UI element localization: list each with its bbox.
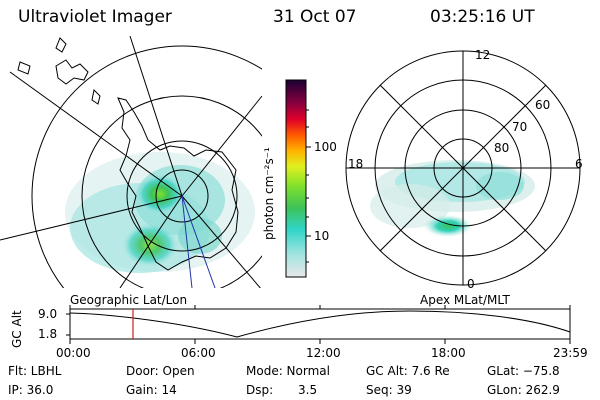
dsp-label: Dsp:	[246, 383, 274, 397]
apex-caption: Apex MLat/MLT	[420, 293, 510, 307]
mode-info: Mode: Normal	[246, 364, 330, 378]
colorbar-tick-100: 100	[314, 140, 337, 154]
colorbar-unit-label: photon cm⁻²s⁻¹	[262, 147, 276, 240]
timeline-xtick-0000: 00:00	[56, 346, 91, 360]
mlat-label-70: 70	[512, 120, 528, 134]
timeline-xtick-1200: 12:00	[306, 346, 341, 360]
geographic-caption: Geographic Lat/Lon	[70, 293, 188, 307]
mlt-label-18: 18	[348, 157, 364, 171]
timeline-xtick-2359: 23:59	[553, 346, 588, 360]
mlt-label-0: 0	[467, 277, 475, 291]
seq-info: Seq: 39	[366, 383, 412, 397]
gain-info: Gain: 14	[126, 383, 177, 397]
timeline-xtick-1800: 18:00	[431, 346, 466, 360]
orbit-timeline	[66, 305, 571, 344]
image-time: 03:25:16 UT	[430, 7, 535, 27]
timeline-y-label: GC Alt	[10, 310, 24, 348]
mlat-label-80: 80	[494, 141, 510, 155]
colorbar	[285, 79, 311, 278]
instrument-title: Ultraviolet Imager	[18, 7, 172, 27]
dsp-value: 3.5	[298, 383, 318, 397]
door-info: Door: Open	[126, 364, 195, 378]
timeline-ytick-1-8: 1.8	[38, 327, 58, 341]
polar-map	[345, 50, 581, 286]
mlt-label-6: 6	[575, 157, 583, 171]
geographic-map	[0, 36, 262, 288]
image-date: 31 Oct 07	[273, 7, 357, 27]
mlat-label-60: 60	[535, 98, 551, 112]
gc-alt-info: GC Alt: 7.6 Re	[366, 364, 450, 378]
timeline-ytick-9: 9.0	[38, 307, 58, 321]
glat-info: GLat: −75.8	[487, 364, 560, 378]
glon-info: GLon: 262.9	[487, 383, 560, 397]
timeline-xtick-0600: 06:00	[181, 346, 216, 360]
colorbar-tick-10: 10	[314, 229, 330, 243]
ip-info: IP: 36.0	[8, 383, 54, 397]
mlt-label-12: 12	[475, 48, 491, 62]
filter-info: Flt: LBHL	[8, 364, 62, 378]
